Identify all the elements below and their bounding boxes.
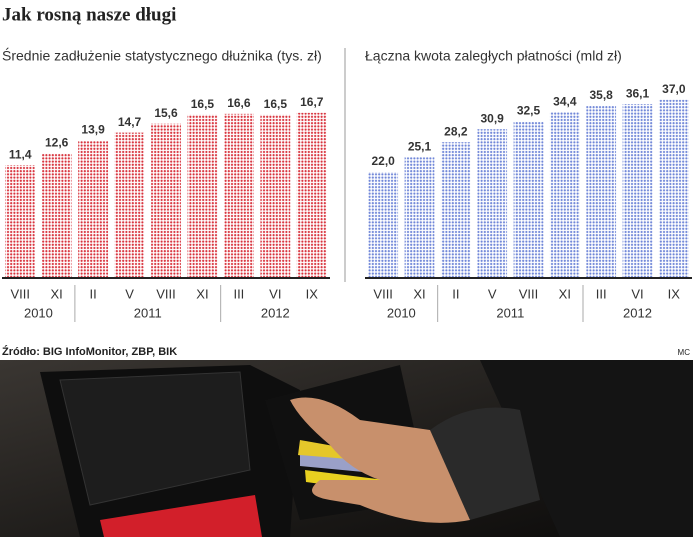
page-title: Jak rosną nasze długi — [2, 4, 176, 25]
value-label: 16,5 — [191, 97, 215, 111]
source: Źródło: BIG InfoMonitor, ZBP, BIK — [2, 345, 177, 358]
bar — [5, 165, 36, 278]
value-label: 34,4 — [553, 95, 577, 109]
year-label: 2012 — [261, 305, 290, 320]
bar — [658, 99, 689, 278]
x-tick-label: VIII — [10, 286, 30, 301]
credit: MC — [678, 348, 691, 357]
chart-subtitle: Średnie zadłużenie statystycznego dłużni… — [2, 47, 322, 64]
year-label: 2012 — [623, 305, 652, 320]
value-label: 28,2 — [444, 124, 468, 138]
bar — [549, 112, 580, 278]
x-tick-label: IX — [306, 286, 319, 301]
value-label: 15,6 — [154, 106, 178, 120]
x-tick-label: II — [89, 286, 96, 301]
bar — [513, 121, 544, 278]
x-tick-label: II — [452, 286, 459, 301]
value-label: 13,9 — [81, 123, 105, 137]
value-label: 11,4 — [9, 147, 32, 161]
bar — [260, 114, 291, 278]
x-tick-label: V — [488, 286, 497, 301]
x-tick-label: VIII — [519, 286, 539, 301]
bar — [477, 129, 508, 278]
x-tick-label: VIII — [156, 286, 176, 301]
bar — [440, 142, 471, 278]
value-label: 36,1 — [626, 86, 650, 100]
bar — [78, 140, 109, 278]
bar — [41, 153, 72, 278]
x-tick-label: IX — [668, 286, 681, 301]
value-label: 16,6 — [227, 96, 251, 110]
value-label: 32,5 — [517, 104, 541, 118]
value-label: 16,7 — [300, 95, 324, 109]
photo — [0, 360, 693, 537]
x-tick-label: XI — [413, 286, 425, 301]
bar — [586, 105, 617, 279]
value-label: 37,0 — [662, 82, 686, 96]
year-label: 2011 — [134, 305, 162, 320]
value-label: 35,8 — [589, 88, 613, 102]
x-tick-label: XI — [196, 286, 208, 301]
bar — [296, 112, 327, 278]
bar — [114, 132, 145, 278]
bar — [404, 157, 435, 278]
x-tick-label: XI — [51, 286, 63, 301]
bar — [223, 113, 254, 278]
value-label: 22,0 — [371, 154, 395, 168]
value-label: 12,6 — [45, 136, 69, 150]
bar — [368, 172, 399, 278]
x-tick-label: III — [596, 286, 607, 301]
bar — [151, 123, 181, 278]
x-tick-label: V — [125, 286, 134, 301]
x-tick-label: VIII — [373, 286, 393, 301]
x-tick-label: VI — [631, 286, 643, 301]
year-label: 2010 — [24, 305, 53, 320]
year-label: 2011 — [496, 305, 524, 320]
chart-subtitle: Łączna kwota zaległych płatności (mld zł… — [365, 48, 622, 64]
value-label: 16,5 — [264, 97, 288, 111]
x-tick-label: XI — [559, 286, 571, 301]
value-label: 25,1 — [408, 139, 432, 153]
value-label: 14,7 — [118, 115, 142, 129]
x-tick-label: III — [233, 286, 244, 301]
bar — [187, 114, 218, 278]
year-label: 2010 — [387, 305, 416, 320]
bar — [622, 104, 653, 279]
value-label: 30,9 — [480, 111, 504, 125]
x-tick-label: VI — [269, 286, 281, 301]
